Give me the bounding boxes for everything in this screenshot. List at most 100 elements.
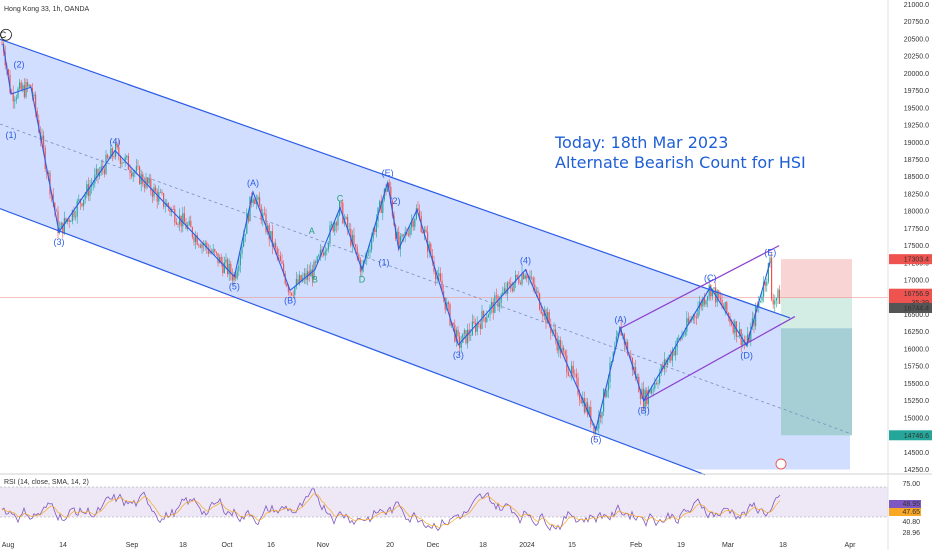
candle-body <box>124 156 126 163</box>
candle-body <box>348 228 350 230</box>
candle-body <box>67 219 69 222</box>
candle-body <box>580 399 582 404</box>
candle-body <box>675 347 677 356</box>
candle-body <box>116 143 118 147</box>
price-tick-label: 19750.0 <box>904 88 929 95</box>
candle-body <box>263 213 265 215</box>
candle-body <box>292 294 294 296</box>
candle-body <box>615 336 617 347</box>
candle-body <box>567 372 569 376</box>
candle-body <box>316 256 318 263</box>
candle-body <box>382 199 384 213</box>
candle-body <box>526 275 528 279</box>
wave-label: (C) <box>704 273 717 283</box>
candle-body <box>249 196 251 222</box>
candle-body <box>60 222 62 229</box>
candle-body <box>692 315 694 320</box>
candle-body <box>731 322 733 325</box>
candle-body <box>497 295 499 307</box>
candle-body <box>278 255 280 256</box>
candle-body <box>540 309 542 314</box>
wave-label: (E) <box>764 247 776 257</box>
candle-body <box>441 280 443 292</box>
wave-label: (2) <box>14 59 25 69</box>
candle-body <box>459 336 461 348</box>
wave-label: (1) <box>6 130 17 140</box>
candle-body <box>537 290 539 294</box>
candle-body <box>438 273 440 277</box>
rsi-pane <box>0 486 888 532</box>
candle-body <box>499 302 501 307</box>
candle-body <box>579 394 581 400</box>
candle-body <box>743 339 745 343</box>
candle-body <box>702 297 704 307</box>
candle-body <box>591 423 593 425</box>
candle-body <box>25 82 27 97</box>
candle-body <box>257 197 259 200</box>
candle-body <box>611 361 613 363</box>
price-tick-label: 18750.0 <box>904 157 929 164</box>
candle-body <box>68 219 70 222</box>
candle-body <box>230 263 232 275</box>
candle-body <box>300 275 302 282</box>
rsi-signal-line <box>1 493 781 528</box>
candle-body <box>147 178 149 184</box>
candle-body <box>236 271 238 279</box>
candle-body <box>523 273 525 279</box>
candle-body <box>534 284 536 292</box>
candle-body <box>571 365 573 376</box>
rsi-tick-label: 47.65 <box>902 509 920 516</box>
candle-body <box>35 94 37 112</box>
candle-body <box>15 97 17 100</box>
wave-label: (B) <box>284 295 296 305</box>
candle-body <box>435 271 437 280</box>
candle-body <box>470 335 472 336</box>
candle-body <box>767 262 769 282</box>
candle-body <box>779 289 781 304</box>
candle-body <box>371 238 373 250</box>
candle-body <box>190 220 192 228</box>
candle-body <box>247 213 249 222</box>
target-price-badge: 14746.6 <box>904 433 929 440</box>
wave-label: (5) <box>590 435 601 445</box>
candle-body <box>761 296 763 301</box>
candle-body <box>659 373 661 384</box>
candle-body <box>719 298 721 300</box>
candle-body <box>700 301 702 307</box>
time-tick-label: Oct <box>222 542 233 549</box>
stop-price-badge-bg <box>889 254 932 265</box>
candle-body <box>113 156 115 158</box>
candle-body <box>1 43 3 45</box>
candle-body <box>369 249 371 252</box>
candle-body <box>167 203 169 208</box>
candle-body <box>617 332 619 337</box>
candle-body <box>670 355 672 361</box>
candle-body <box>193 236 195 242</box>
candle-body <box>212 249 214 253</box>
candle-body <box>439 273 441 281</box>
candle-body <box>532 277 534 285</box>
candle-body <box>223 262 225 274</box>
candle-body <box>695 317 697 319</box>
lightning-icon <box>775 458 787 470</box>
candle-body <box>380 201 382 213</box>
candle-body <box>771 257 773 300</box>
candle-body <box>81 203 83 206</box>
candle-body <box>404 231 406 236</box>
time-tick-label: Nov <box>317 542 330 549</box>
candle-body <box>518 277 520 283</box>
wave-label: (1) <box>379 258 390 268</box>
candle-body <box>179 215 181 225</box>
candle-body <box>630 355 632 358</box>
candle-body <box>577 377 579 395</box>
candle-body <box>547 312 549 323</box>
target-area <box>781 328 852 436</box>
candle-body <box>159 191 161 193</box>
wave-label: (2) <box>390 196 401 206</box>
candle-body <box>235 274 237 279</box>
candle-body <box>726 302 728 313</box>
candle-body <box>161 191 163 194</box>
candle-body <box>483 311 485 318</box>
candle-body <box>590 407 592 425</box>
